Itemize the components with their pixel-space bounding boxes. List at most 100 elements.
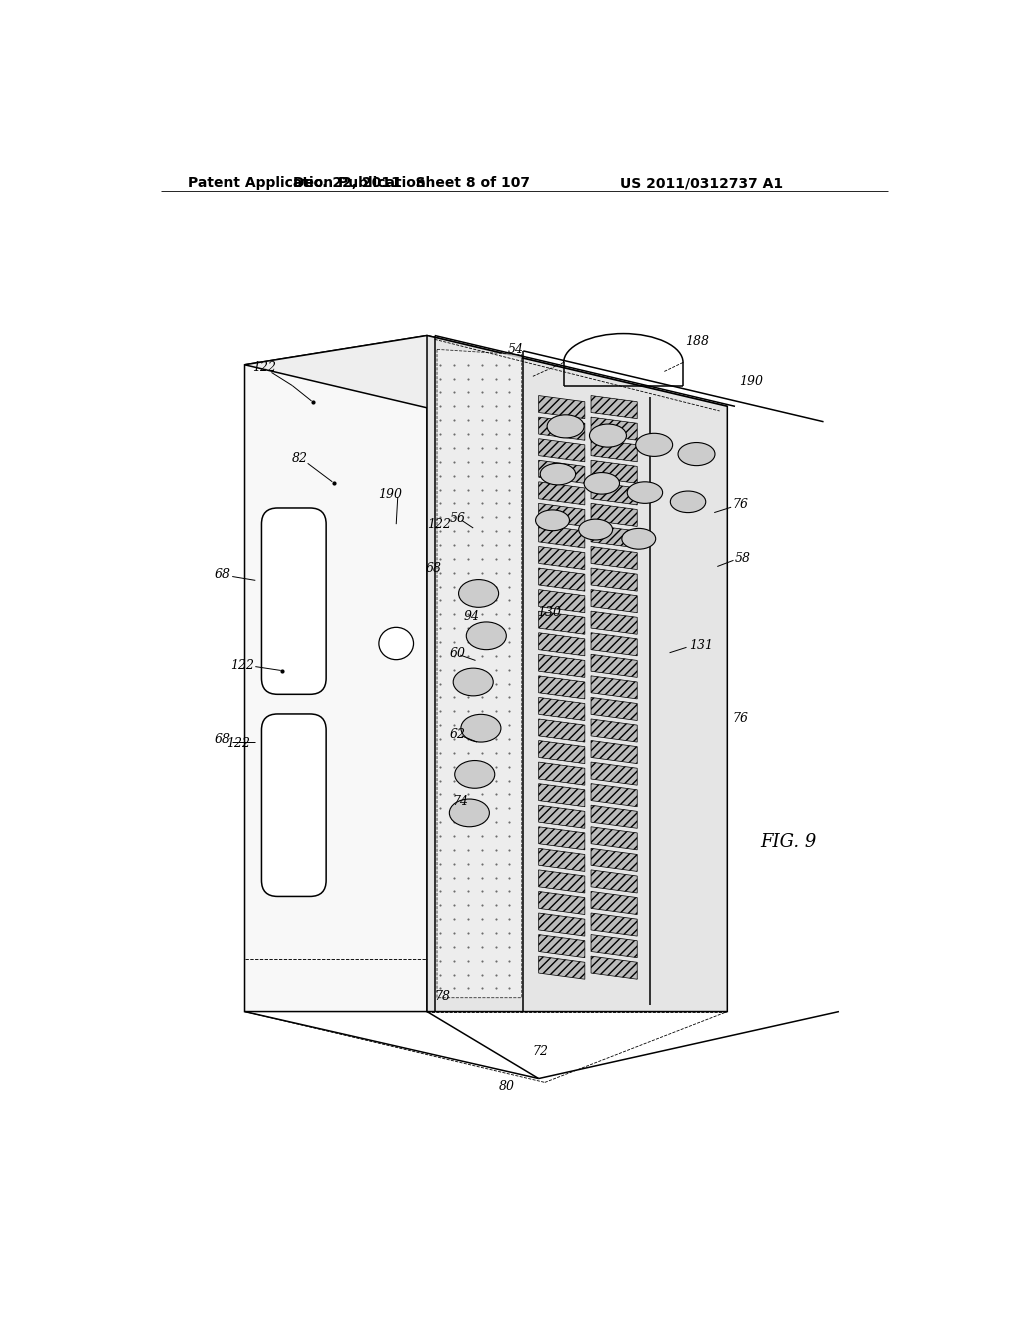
Polygon shape xyxy=(591,870,637,892)
Polygon shape xyxy=(437,350,521,998)
Text: 188: 188 xyxy=(685,335,709,348)
Polygon shape xyxy=(591,417,637,441)
Polygon shape xyxy=(539,805,585,829)
Polygon shape xyxy=(539,956,585,979)
Ellipse shape xyxy=(671,491,706,512)
Ellipse shape xyxy=(459,579,499,607)
Ellipse shape xyxy=(678,442,715,466)
Ellipse shape xyxy=(450,799,489,826)
Text: FIG. 9: FIG. 9 xyxy=(761,833,817,851)
Ellipse shape xyxy=(547,414,584,438)
Polygon shape xyxy=(591,697,637,721)
FancyBboxPatch shape xyxy=(261,714,326,896)
Polygon shape xyxy=(539,546,585,570)
Ellipse shape xyxy=(466,622,506,649)
Polygon shape xyxy=(539,870,585,892)
Text: 122: 122 xyxy=(427,519,451,532)
Polygon shape xyxy=(591,461,637,483)
Polygon shape xyxy=(539,913,585,936)
Ellipse shape xyxy=(461,714,501,742)
Text: 76: 76 xyxy=(733,499,749,511)
Polygon shape xyxy=(539,849,585,871)
Text: 60: 60 xyxy=(451,647,466,660)
Polygon shape xyxy=(591,805,637,829)
Polygon shape xyxy=(539,632,585,656)
Text: Dec. 22, 2011   Sheet 8 of 107: Dec. 22, 2011 Sheet 8 of 107 xyxy=(293,176,530,190)
Polygon shape xyxy=(539,482,585,506)
Text: 190: 190 xyxy=(379,488,402,502)
Polygon shape xyxy=(591,784,637,807)
Text: 68: 68 xyxy=(425,561,441,574)
Polygon shape xyxy=(539,525,585,548)
Text: US 2011/0312737 A1: US 2011/0312737 A1 xyxy=(620,176,782,190)
Polygon shape xyxy=(539,741,585,763)
Polygon shape xyxy=(591,913,637,936)
Polygon shape xyxy=(539,590,585,612)
Polygon shape xyxy=(539,935,585,958)
Polygon shape xyxy=(591,676,637,700)
Polygon shape xyxy=(539,697,585,721)
Ellipse shape xyxy=(590,424,627,447)
Polygon shape xyxy=(539,417,585,441)
Text: 72: 72 xyxy=(532,1045,549,1059)
Polygon shape xyxy=(591,956,637,979)
Polygon shape xyxy=(245,335,727,436)
Text: 74: 74 xyxy=(453,795,468,808)
Polygon shape xyxy=(539,461,585,483)
Polygon shape xyxy=(591,826,637,850)
Polygon shape xyxy=(539,676,585,700)
Polygon shape xyxy=(539,784,585,807)
Polygon shape xyxy=(539,503,585,527)
Ellipse shape xyxy=(379,627,414,660)
Polygon shape xyxy=(591,849,637,871)
Text: 78: 78 xyxy=(435,990,451,1003)
Polygon shape xyxy=(591,762,637,785)
Text: 122: 122 xyxy=(229,659,254,672)
Text: 122: 122 xyxy=(252,362,276,375)
Ellipse shape xyxy=(622,528,655,549)
Ellipse shape xyxy=(454,668,494,696)
Polygon shape xyxy=(591,525,637,548)
Polygon shape xyxy=(539,611,585,635)
Polygon shape xyxy=(591,396,637,418)
Text: 94: 94 xyxy=(463,610,479,623)
Polygon shape xyxy=(591,503,637,527)
Polygon shape xyxy=(245,335,427,1011)
Text: 68: 68 xyxy=(215,733,230,746)
Ellipse shape xyxy=(628,482,663,503)
Polygon shape xyxy=(591,891,637,915)
Ellipse shape xyxy=(536,510,569,531)
Text: 62: 62 xyxy=(451,727,466,741)
Polygon shape xyxy=(591,719,637,742)
Text: 80: 80 xyxy=(499,1080,515,1093)
Polygon shape xyxy=(539,826,585,850)
Text: 82: 82 xyxy=(292,453,308,465)
Polygon shape xyxy=(539,762,585,785)
Polygon shape xyxy=(591,655,637,677)
Text: 54: 54 xyxy=(508,343,524,356)
Ellipse shape xyxy=(636,433,673,457)
FancyBboxPatch shape xyxy=(261,508,326,694)
Polygon shape xyxy=(591,568,637,591)
Polygon shape xyxy=(539,396,585,418)
Polygon shape xyxy=(427,335,727,1011)
Polygon shape xyxy=(591,546,637,570)
Polygon shape xyxy=(591,611,637,635)
Polygon shape xyxy=(591,438,637,462)
Polygon shape xyxy=(591,741,637,763)
Text: 76: 76 xyxy=(733,713,749,726)
Ellipse shape xyxy=(455,760,495,788)
Polygon shape xyxy=(591,935,637,958)
Polygon shape xyxy=(591,632,637,656)
Ellipse shape xyxy=(584,473,620,494)
Polygon shape xyxy=(539,655,585,677)
Polygon shape xyxy=(591,482,637,506)
Text: 130: 130 xyxy=(538,606,561,619)
Polygon shape xyxy=(539,438,585,462)
Text: 68: 68 xyxy=(215,568,230,581)
Ellipse shape xyxy=(579,519,612,540)
Polygon shape xyxy=(539,568,585,591)
Ellipse shape xyxy=(541,463,575,484)
Polygon shape xyxy=(591,590,637,612)
Text: 190: 190 xyxy=(739,375,763,388)
